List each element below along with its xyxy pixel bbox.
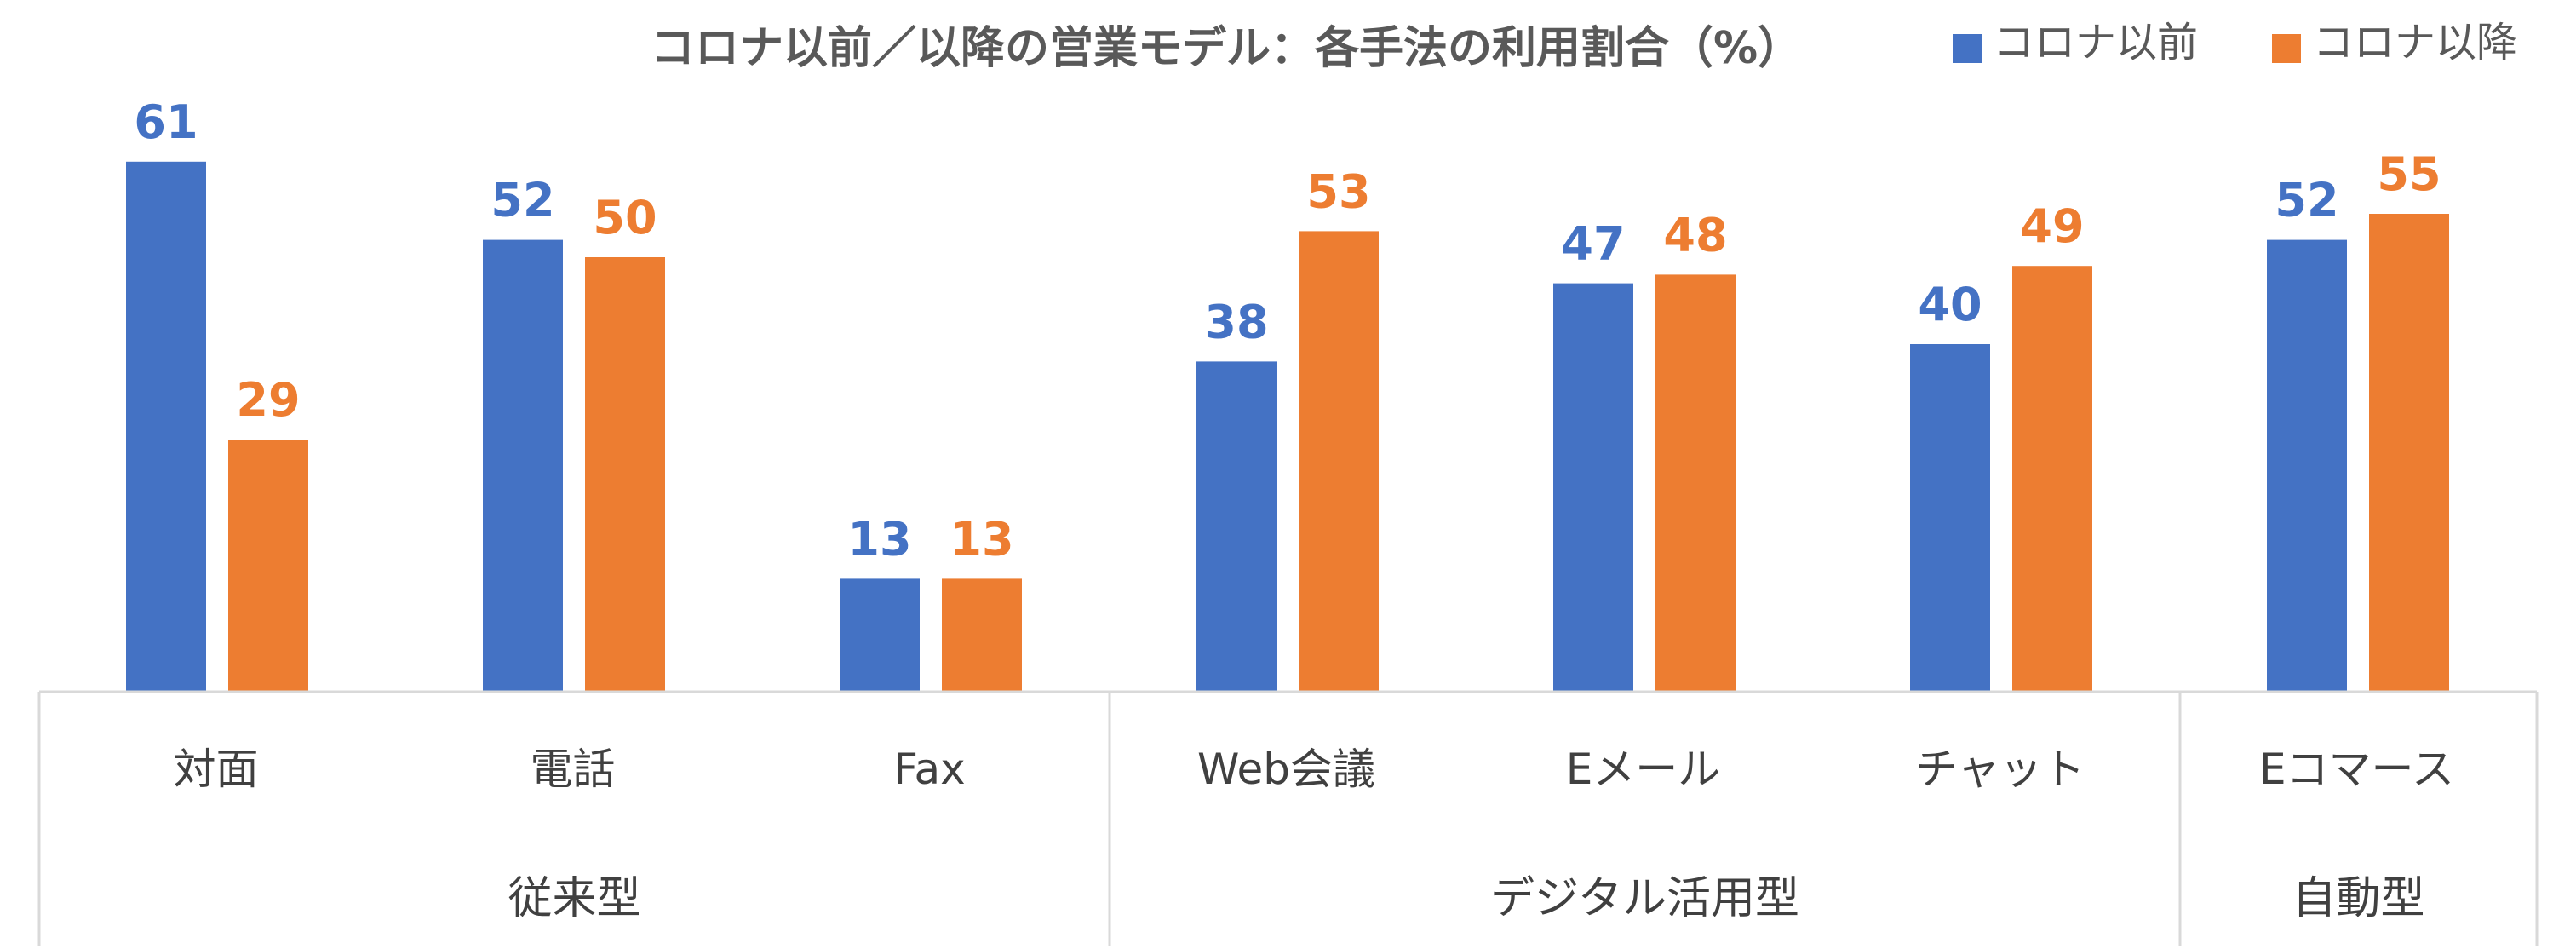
data-label-before-4: 47 — [1561, 217, 1625, 271]
bar-after-5 — [2012, 266, 2092, 692]
group-label-1: デジタル活用型 — [1490, 873, 1799, 924]
bar-after-1 — [585, 257, 665, 692]
bar-after-4 — [1655, 274, 1736, 692]
bar-after-6 — [2369, 214, 2449, 692]
data-label-before-3: 38 — [1204, 295, 1268, 348]
category-label-3: Web会議 — [1197, 745, 1375, 794]
legend: コロナ以前 コロナ以降 — [1953, 19, 2517, 66]
bar-before-0 — [126, 161, 206, 693]
bar-before-2 — [840, 578, 920, 692]
category-label-4: Eメール — [1566, 745, 1721, 794]
data-labels: 61 52 13 38 47 40 52 29 50 13 53 48 49 55 — [134, 95, 2441, 567]
data-label-after-5: 49 — [2020, 199, 2084, 253]
category-axis-table: 従来型 デジタル活用型 自動型 対面 電話 Fax Web会議 Eメール チャット Eコマース — [37, 690, 2539, 946]
category-label-2: Fax — [893, 745, 965, 794]
group-label-2: 自動型 — [2292, 873, 2424, 924]
chart-title: コロナ以前／以降の営業モデル：各手法の利用割合（%） — [651, 23, 1802, 74]
category-label-5: チャット — [1915, 745, 2085, 794]
bar-after-0 — [228, 440, 308, 692]
bar-before-3 — [1196, 361, 1277, 692]
data-label-after-4: 48 — [1663, 208, 1727, 262]
data-label-before-6: 52 — [2275, 174, 2338, 227]
category-label-0: 対面 — [174, 745, 259, 794]
legend-label-0: コロナ以前 — [1994, 19, 2198, 66]
legend-swatch-0 — [1953, 34, 1982, 63]
data-label-before-5: 40 — [1918, 278, 1982, 331]
bars — [126, 161, 2449, 693]
data-label-before-1: 52 — [491, 174, 554, 227]
group-label-0: 従来型 — [508, 873, 640, 924]
bar-after-2 — [942, 578, 1022, 692]
bar-after-3 — [1299, 231, 1379, 692]
bar-before-4 — [1553, 283, 1633, 692]
data-label-before-2: 13 — [847, 512, 911, 566]
category-label-6: Eコマース — [2259, 745, 2454, 794]
bar-before-6 — [2267, 239, 2347, 693]
bar-before-1 — [483, 239, 563, 693]
data-label-after-1: 50 — [593, 191, 657, 244]
data-label-after-0: 29 — [236, 373, 300, 427]
data-label-after-6: 55 — [2377, 147, 2441, 201]
data-label-before-0: 61 — [134, 95, 198, 149]
category-label-1: 電話 — [531, 745, 616, 794]
data-label-after-3: 53 — [1306, 164, 1370, 218]
legend-swatch-1 — [2272, 34, 2301, 63]
legend-label-1: コロナ以降 — [2313, 19, 2517, 66]
data-label-after-2: 13 — [950, 512, 1013, 566]
bar-before-5 — [1910, 344, 1990, 692]
